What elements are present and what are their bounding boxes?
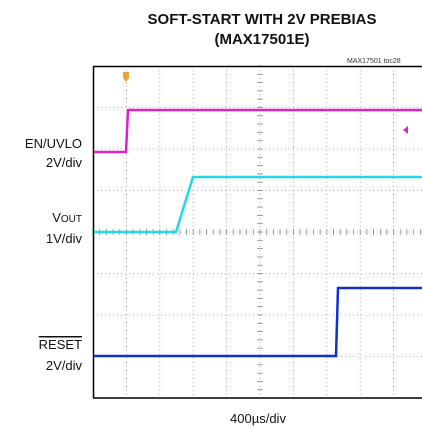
channel-scale: 2V/div [46,358,83,373]
level-marker [403,126,408,134]
channel-name-main: V [52,210,61,225]
trace-vout [94,175,422,234]
title: SOFT-START WITH 2V PREBIAS [148,11,377,28]
trace-en-uvlo [94,108,422,154]
channel-scale: 1V/div [46,231,83,246]
channel-name: RESET [39,337,82,352]
trace-reset [94,286,422,358]
figure-code: MAX17501 toc28 [347,58,401,65]
channel-name: EN/UVLO [25,136,82,151]
title: (MAX17501E) [214,31,309,48]
channel-name: VOUT [52,210,82,225]
timebase: 400µs/div [230,411,286,426]
channel-scale: 2V/div [46,155,83,170]
channel-name-sub: OUT [61,214,82,225]
trigger-marker [123,72,129,82]
